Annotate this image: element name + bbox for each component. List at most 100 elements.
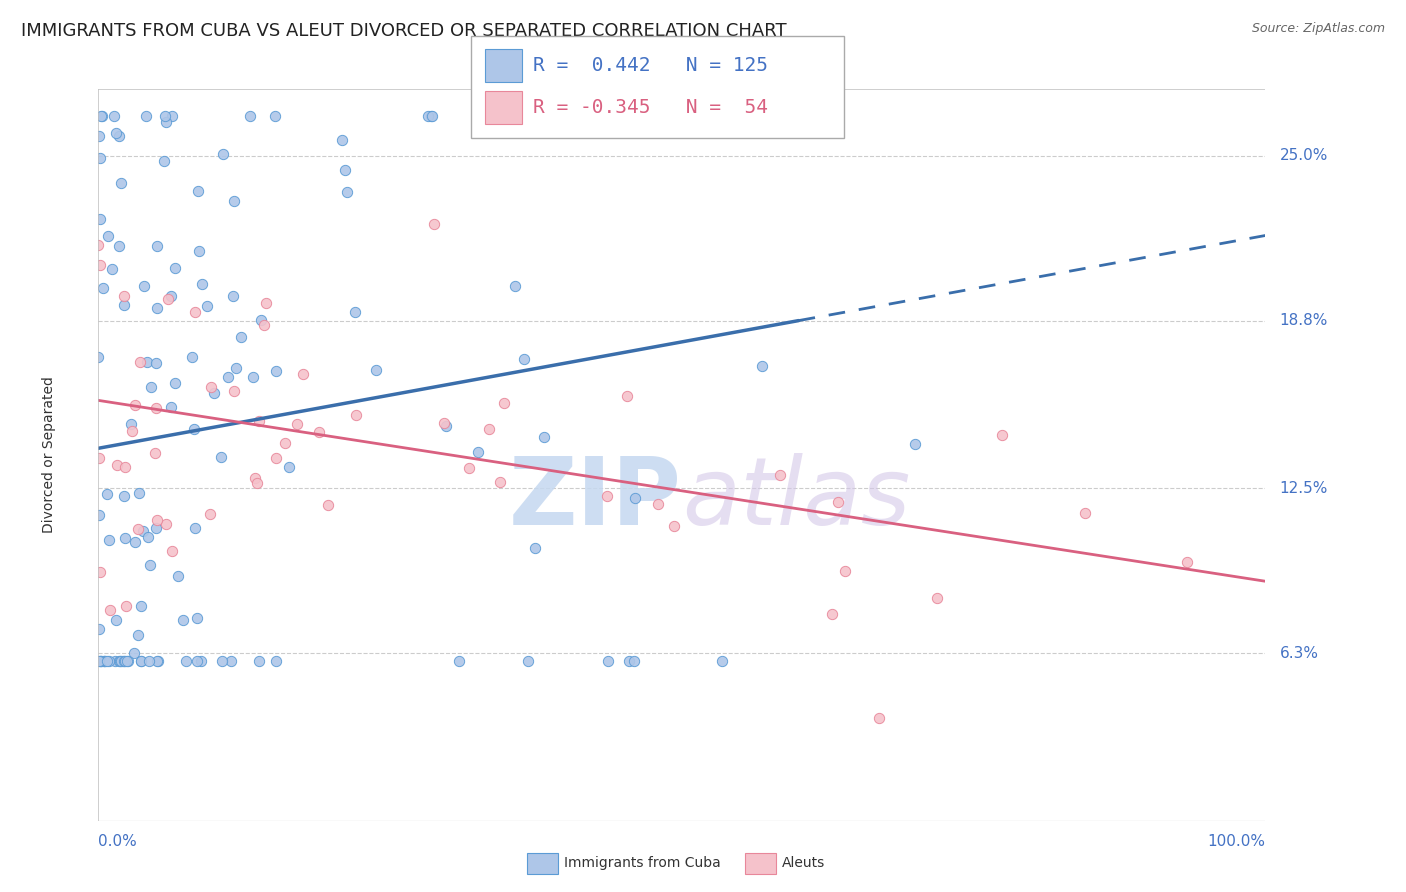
Point [224,194,246,208]
Text: 0.0%: 0.0% [98,834,138,849]
Point [180,350,202,364]
Point [243,471,266,485]
Point [111,654,134,668]
Point [163,261,186,276]
Point [188,244,211,258]
Point [103,109,125,123]
Point [112,654,135,668]
Point [183,422,205,436]
Point [217,370,239,384]
Point [100,603,122,617]
Point [129,654,152,668]
Point [115,654,138,668]
Point [160,289,183,303]
Point [489,475,512,489]
Point [254,296,277,310]
Point [124,398,146,412]
Point [115,599,138,613]
Point [330,133,353,147]
Point [96,654,118,668]
Point [245,475,267,490]
Point [492,396,515,410]
Point [87,654,110,668]
Point [167,569,190,583]
Point [159,400,181,414]
Point [87,351,110,365]
Point [114,531,136,545]
Point [868,710,890,724]
Point [87,128,110,143]
Point [198,507,221,521]
Point [117,654,139,668]
Point [93,654,115,668]
Point [155,109,177,123]
Point [139,380,162,394]
Point [458,460,481,475]
Point [148,654,170,668]
Point [423,217,446,231]
Text: IMMIGRANTS FROM CUBA VS ALEUT DIVORCED OR SEPARATED CORRELATION CHART: IMMIGRANTS FROM CUBA VS ALEUT DIVORCED O… [21,22,787,40]
Point [124,535,146,549]
Text: atlas: atlas [682,453,910,544]
Point [114,654,136,668]
Point [616,389,638,403]
Text: Aleuts: Aleuts [782,856,825,871]
Point [114,489,136,503]
Point [344,304,367,318]
Text: 6.3%: 6.3% [1279,646,1319,661]
Point [172,613,194,627]
Point [209,450,232,465]
Point [264,109,287,123]
Point [90,654,112,668]
Point [162,109,184,123]
Point [96,487,118,501]
Point [537,109,560,123]
Point [623,491,645,506]
Point [598,654,620,668]
Point [145,301,167,315]
Point [127,628,149,642]
Point [416,109,439,123]
Point [595,489,617,503]
Text: ZIP: ZIP [509,453,682,545]
Point [513,351,536,366]
Point [278,460,301,475]
Point [89,508,111,523]
Point [834,564,856,578]
Point [176,654,198,668]
Point [132,524,155,539]
Point [190,654,212,668]
Point [138,654,160,668]
Point [97,228,120,243]
Point [308,425,330,439]
Text: 25.0%: 25.0% [1279,148,1327,163]
Point [623,654,645,668]
Point [153,153,176,168]
Point [467,445,489,459]
Point [664,519,686,533]
Point [250,313,273,327]
Point [291,367,314,381]
Point [252,318,274,332]
Point [264,364,287,378]
Point [163,376,186,391]
Point [751,359,773,373]
Point [110,654,132,668]
Text: Divorced or Separated: Divorced or Separated [42,376,56,533]
Point [336,185,359,199]
Point [114,289,136,303]
Point [316,498,339,512]
Point [89,566,111,580]
Text: Immigrants from Cuba: Immigrants from Cuba [564,856,720,871]
Point [433,416,456,430]
Point [129,599,152,614]
Point [131,654,153,668]
Text: Source: ZipAtlas.com: Source: ZipAtlas.com [1251,22,1385,36]
Point [222,384,245,398]
Point [136,530,159,544]
Point [104,613,127,627]
Text: 18.8%: 18.8% [1279,313,1327,328]
Point [420,109,443,123]
Point [184,304,207,318]
Point [129,355,152,369]
